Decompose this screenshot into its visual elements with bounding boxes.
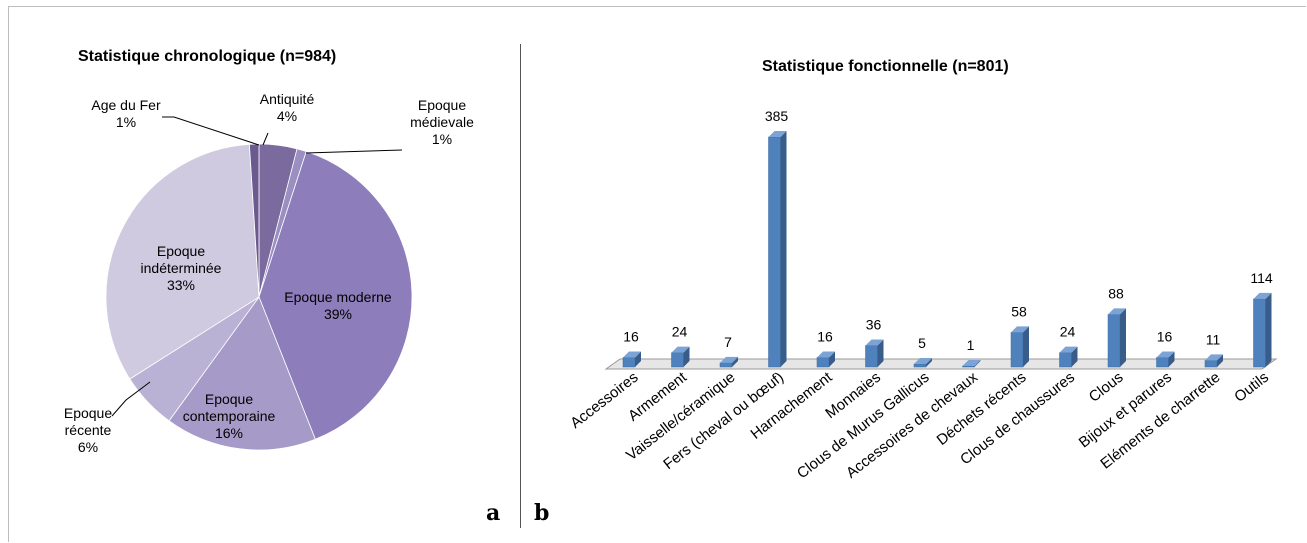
pie-slice-label: Antiquité 4% bbox=[260, 91, 315, 124]
bar-side bbox=[877, 339, 884, 367]
pie-slice bbox=[248, 143, 260, 298]
pie-chart-title: Statistique chronologique (n=984) bbox=[78, 48, 337, 65]
bar-side bbox=[1217, 354, 1223, 367]
bar-side bbox=[926, 358, 932, 367]
bar-value-label: 385 bbox=[765, 108, 789, 124]
bar-side bbox=[829, 351, 835, 367]
bar-category-label: Outils bbox=[1231, 369, 1272, 406]
bar bbox=[768, 136, 781, 368]
bar-value-label: 11 bbox=[1206, 331, 1221, 347]
pie-slice bbox=[258, 150, 413, 440]
bar-top bbox=[720, 356, 738, 363]
bar-side bbox=[974, 360, 981, 367]
figure-frame bbox=[8, 6, 1306, 542]
bar-category-label: Accessoires bbox=[567, 369, 641, 432]
pie-slice-label: Epoque récente 6% bbox=[64, 405, 112, 455]
bar bbox=[719, 362, 733, 368]
pie-leader-line bbox=[305, 149, 403, 154]
bar bbox=[671, 352, 684, 368]
bar-side bbox=[1071, 346, 1078, 367]
bar bbox=[865, 345, 878, 368]
pie-slice-label: Epoque médievale 1% bbox=[410, 97, 474, 147]
bar-value-label: 7 bbox=[724, 334, 732, 350]
bar bbox=[1059, 352, 1072, 368]
bar bbox=[962, 365, 975, 368]
bar-top bbox=[1059, 346, 1078, 353]
bar bbox=[913, 363, 927, 368]
bar-value-label: 16 bbox=[1157, 328, 1173, 344]
panel-divider bbox=[520, 44, 521, 528]
bar-floor bbox=[604, 358, 1278, 370]
bar bbox=[1107, 314, 1121, 368]
pie-slice-label: Epoque contemporaine 16% bbox=[183, 391, 276, 441]
bar-value-label: 114 bbox=[1250, 270, 1273, 286]
pie-leader-line bbox=[262, 132, 269, 146]
bar-value-label: 58 bbox=[1011, 303, 1027, 319]
bar-top bbox=[1108, 308, 1126, 315]
bar-top bbox=[865, 339, 884, 346]
bar-value-label: 16 bbox=[623, 328, 639, 344]
pie-chart: Antiquité 4% Epoque médievale 1% Epoque moder… bbox=[64, 91, 474, 455]
panel-label-a: a bbox=[486, 500, 501, 526]
bar-side bbox=[1265, 292, 1272, 367]
bar-top bbox=[671, 346, 690, 353]
bar-chart: 16Accessoires24Armement7Vaisselle/cérami… bbox=[567, 108, 1278, 482]
bar-side bbox=[732, 356, 738, 367]
pie-slice bbox=[105, 143, 260, 380]
bar-value-label: 36 bbox=[866, 316, 882, 332]
bar bbox=[622, 357, 636, 368]
bar-side bbox=[1120, 308, 1126, 367]
bar bbox=[1204, 360, 1218, 368]
panel-label-b: b bbox=[534, 500, 550, 526]
bar-category-label: Harnachement bbox=[747, 368, 836, 442]
bar-side bbox=[683, 346, 690, 367]
bar-side bbox=[635, 351, 641, 367]
bar-top bbox=[1156, 351, 1175, 358]
bar-top bbox=[1205, 354, 1223, 361]
bar-top bbox=[817, 351, 835, 358]
pie-leader-line bbox=[162, 116, 260, 146]
bar bbox=[816, 357, 830, 368]
bar bbox=[1156, 357, 1169, 368]
bar-top bbox=[914, 358, 932, 365]
pie-slice-label: Age du Fer 1% bbox=[91, 97, 161, 130]
bar-side bbox=[1168, 351, 1175, 367]
bar-value-label: 16 bbox=[817, 328, 833, 344]
bar-value-label: 24 bbox=[672, 324, 688, 340]
bar-value-label: 88 bbox=[1108, 285, 1124, 301]
bar-top bbox=[962, 360, 981, 366]
bar-value-label: 24 bbox=[1060, 324, 1076, 340]
bar bbox=[1010, 332, 1024, 368]
bar-side bbox=[780, 131, 787, 367]
bar-top bbox=[623, 351, 641, 358]
pie-slice-label: Epoque indéterminée 33% bbox=[141, 243, 222, 293]
bar-top bbox=[1011, 326, 1029, 333]
bar-category-label: Clous bbox=[1086, 369, 1127, 406]
pie-slice-label: Epoque moderne 39% bbox=[284, 289, 392, 322]
pie-leader-line bbox=[111, 381, 151, 417]
bar bbox=[1253, 298, 1266, 368]
bar-chart-title: Statistique fonctionnelle (n=801) bbox=[762, 58, 1009, 75]
bar-top bbox=[768, 131, 787, 137]
bar-side bbox=[1023, 326, 1029, 367]
bar-value-label: 1 bbox=[967, 337, 975, 353]
bar-value-label: 5 bbox=[918, 335, 926, 351]
bar-top bbox=[1253, 292, 1272, 299]
pie-slice bbox=[168, 296, 316, 451]
